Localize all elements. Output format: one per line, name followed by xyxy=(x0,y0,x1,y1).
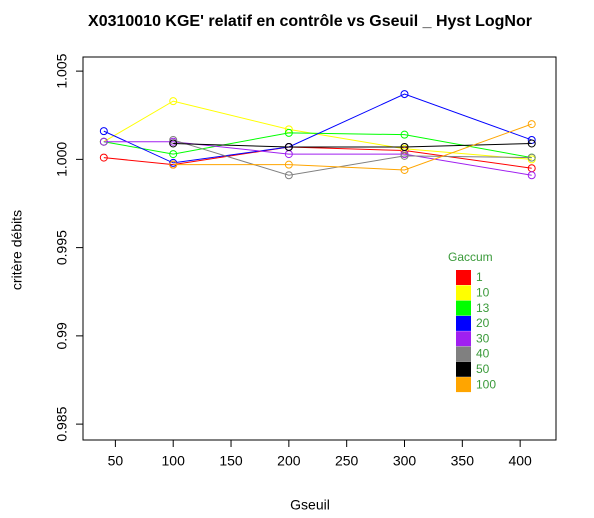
point xyxy=(169,160,178,169)
point xyxy=(400,165,409,174)
x-tick-label: 100 xyxy=(162,453,186,469)
legend-label: 10 xyxy=(476,285,490,299)
x-tick-label: 150 xyxy=(219,453,243,469)
point xyxy=(99,127,108,136)
point xyxy=(169,135,178,144)
point xyxy=(400,143,409,152)
series-line xyxy=(173,123,532,171)
legend-swatch xyxy=(456,285,471,301)
point xyxy=(284,128,293,137)
point xyxy=(527,153,536,162)
series-line xyxy=(103,141,532,176)
point xyxy=(169,139,178,148)
point xyxy=(169,97,178,106)
series-line xyxy=(103,100,532,160)
point xyxy=(99,137,108,146)
y-tick-label: 0.985 xyxy=(54,406,70,441)
y-tick-label: 1.000 xyxy=(54,142,70,177)
point xyxy=(99,153,108,162)
legend-label: 30 xyxy=(476,331,490,345)
y-tick-label: 1.005 xyxy=(54,53,70,88)
series-line xyxy=(173,142,532,148)
point xyxy=(527,135,536,144)
legend-label: 40 xyxy=(476,347,490,361)
point xyxy=(527,139,536,148)
x-tick-label: 50 xyxy=(108,453,124,469)
legend-label: 20 xyxy=(476,316,490,330)
point xyxy=(284,160,293,169)
legend-swatch xyxy=(456,315,471,331)
plot-box xyxy=(82,56,557,441)
legend-swatch xyxy=(456,361,471,377)
legend-swatch xyxy=(456,346,471,362)
x-tick-label: 300 xyxy=(393,453,417,469)
legend-label: 1 xyxy=(476,270,483,284)
point xyxy=(284,143,293,152)
legend-title: Gaccum xyxy=(448,250,493,264)
legend-swatch xyxy=(456,300,471,316)
legend-label: 50 xyxy=(476,362,490,376)
point xyxy=(527,120,536,129)
series-line xyxy=(103,132,532,159)
x-tick-label: 200 xyxy=(277,453,301,469)
point xyxy=(400,130,409,139)
legend-swatch xyxy=(456,377,471,393)
point xyxy=(169,150,178,159)
series-line xyxy=(173,139,532,176)
legend-swatch xyxy=(456,270,471,285)
legend-label: 13 xyxy=(476,301,490,315)
legend-label: 100 xyxy=(476,377,496,391)
x-tick-label: 350 xyxy=(451,453,475,469)
point xyxy=(400,90,409,99)
y-axis-label: critère débits xyxy=(9,210,25,290)
x-tick-label: 250 xyxy=(335,453,359,469)
x-tick-label: 400 xyxy=(508,453,532,469)
y-tick-label: 0.99 xyxy=(54,322,70,349)
legend-swatch xyxy=(456,331,471,347)
point xyxy=(400,151,409,160)
x-axis-label: Gseuil xyxy=(290,497,330,513)
point xyxy=(284,171,293,180)
chart-title: X0310010 KGE' relatif en contrôle vs Gse… xyxy=(88,13,532,30)
point xyxy=(527,171,536,180)
y-tick-label: 0.995 xyxy=(54,230,70,265)
